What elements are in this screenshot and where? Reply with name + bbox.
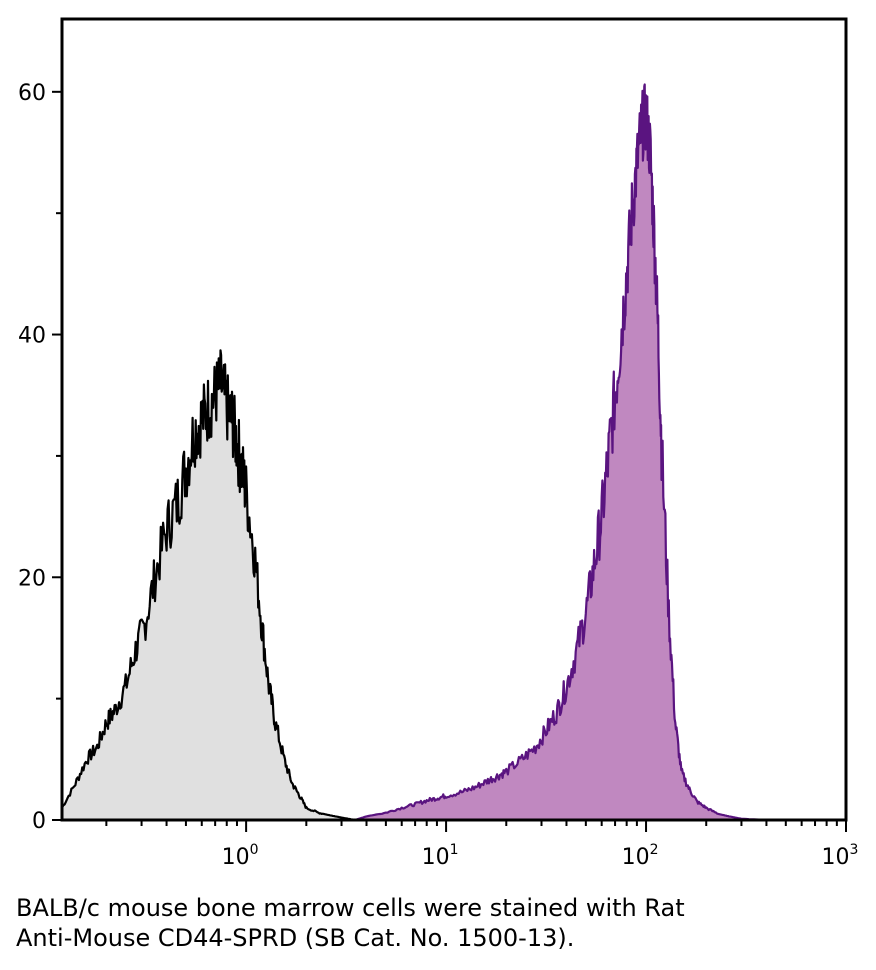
x-tick-base: 10 (822, 845, 850, 870)
histogram-outline-2 (354, 83, 837, 822)
x-tick-exponent: 0 (250, 842, 259, 858)
caption-line-2: Anti-Mouse CD44-SPRD (SB Cat. No. 1500-1… (16, 924, 575, 952)
x-tick-label-1000: 103 (822, 842, 859, 870)
y-tick-label-20: 20 (18, 566, 46, 591)
x-tick-exponent: 2 (650, 842, 659, 858)
x-tick-base: 10 (222, 845, 250, 870)
x-tick-label-1: 100 (222, 842, 259, 870)
caption-line-1: BALB/c mouse bone marrow cells were stai… (16, 894, 685, 922)
plot-area (61, 83, 837, 822)
y-tick-label-60: 60 (18, 81, 46, 106)
histogram-series-2 (354, 83, 837, 822)
histogram-outline-1 (61, 349, 356, 822)
x-tick-exponent: 3 (850, 842, 859, 858)
x-tick-label-10: 101 (422, 842, 459, 870)
x-tick-base: 10 (622, 845, 650, 870)
y-tick-label-0: 0 (32, 809, 46, 834)
y-tick-label-40: 40 (18, 324, 46, 349)
histogram-fill-1 (62, 350, 355, 820)
plot-frame (60, 17, 848, 822)
histogram-fill-2 (354, 84, 837, 820)
x-tick-base: 10 (422, 845, 450, 870)
x-tick-label-100: 102 (622, 842, 659, 870)
x-tick-exponent: 1 (450, 842, 459, 858)
figure-caption: BALB/c mouse bone marrow cells were stai… (16, 893, 866, 953)
histogram-series-1 (61, 349, 356, 822)
